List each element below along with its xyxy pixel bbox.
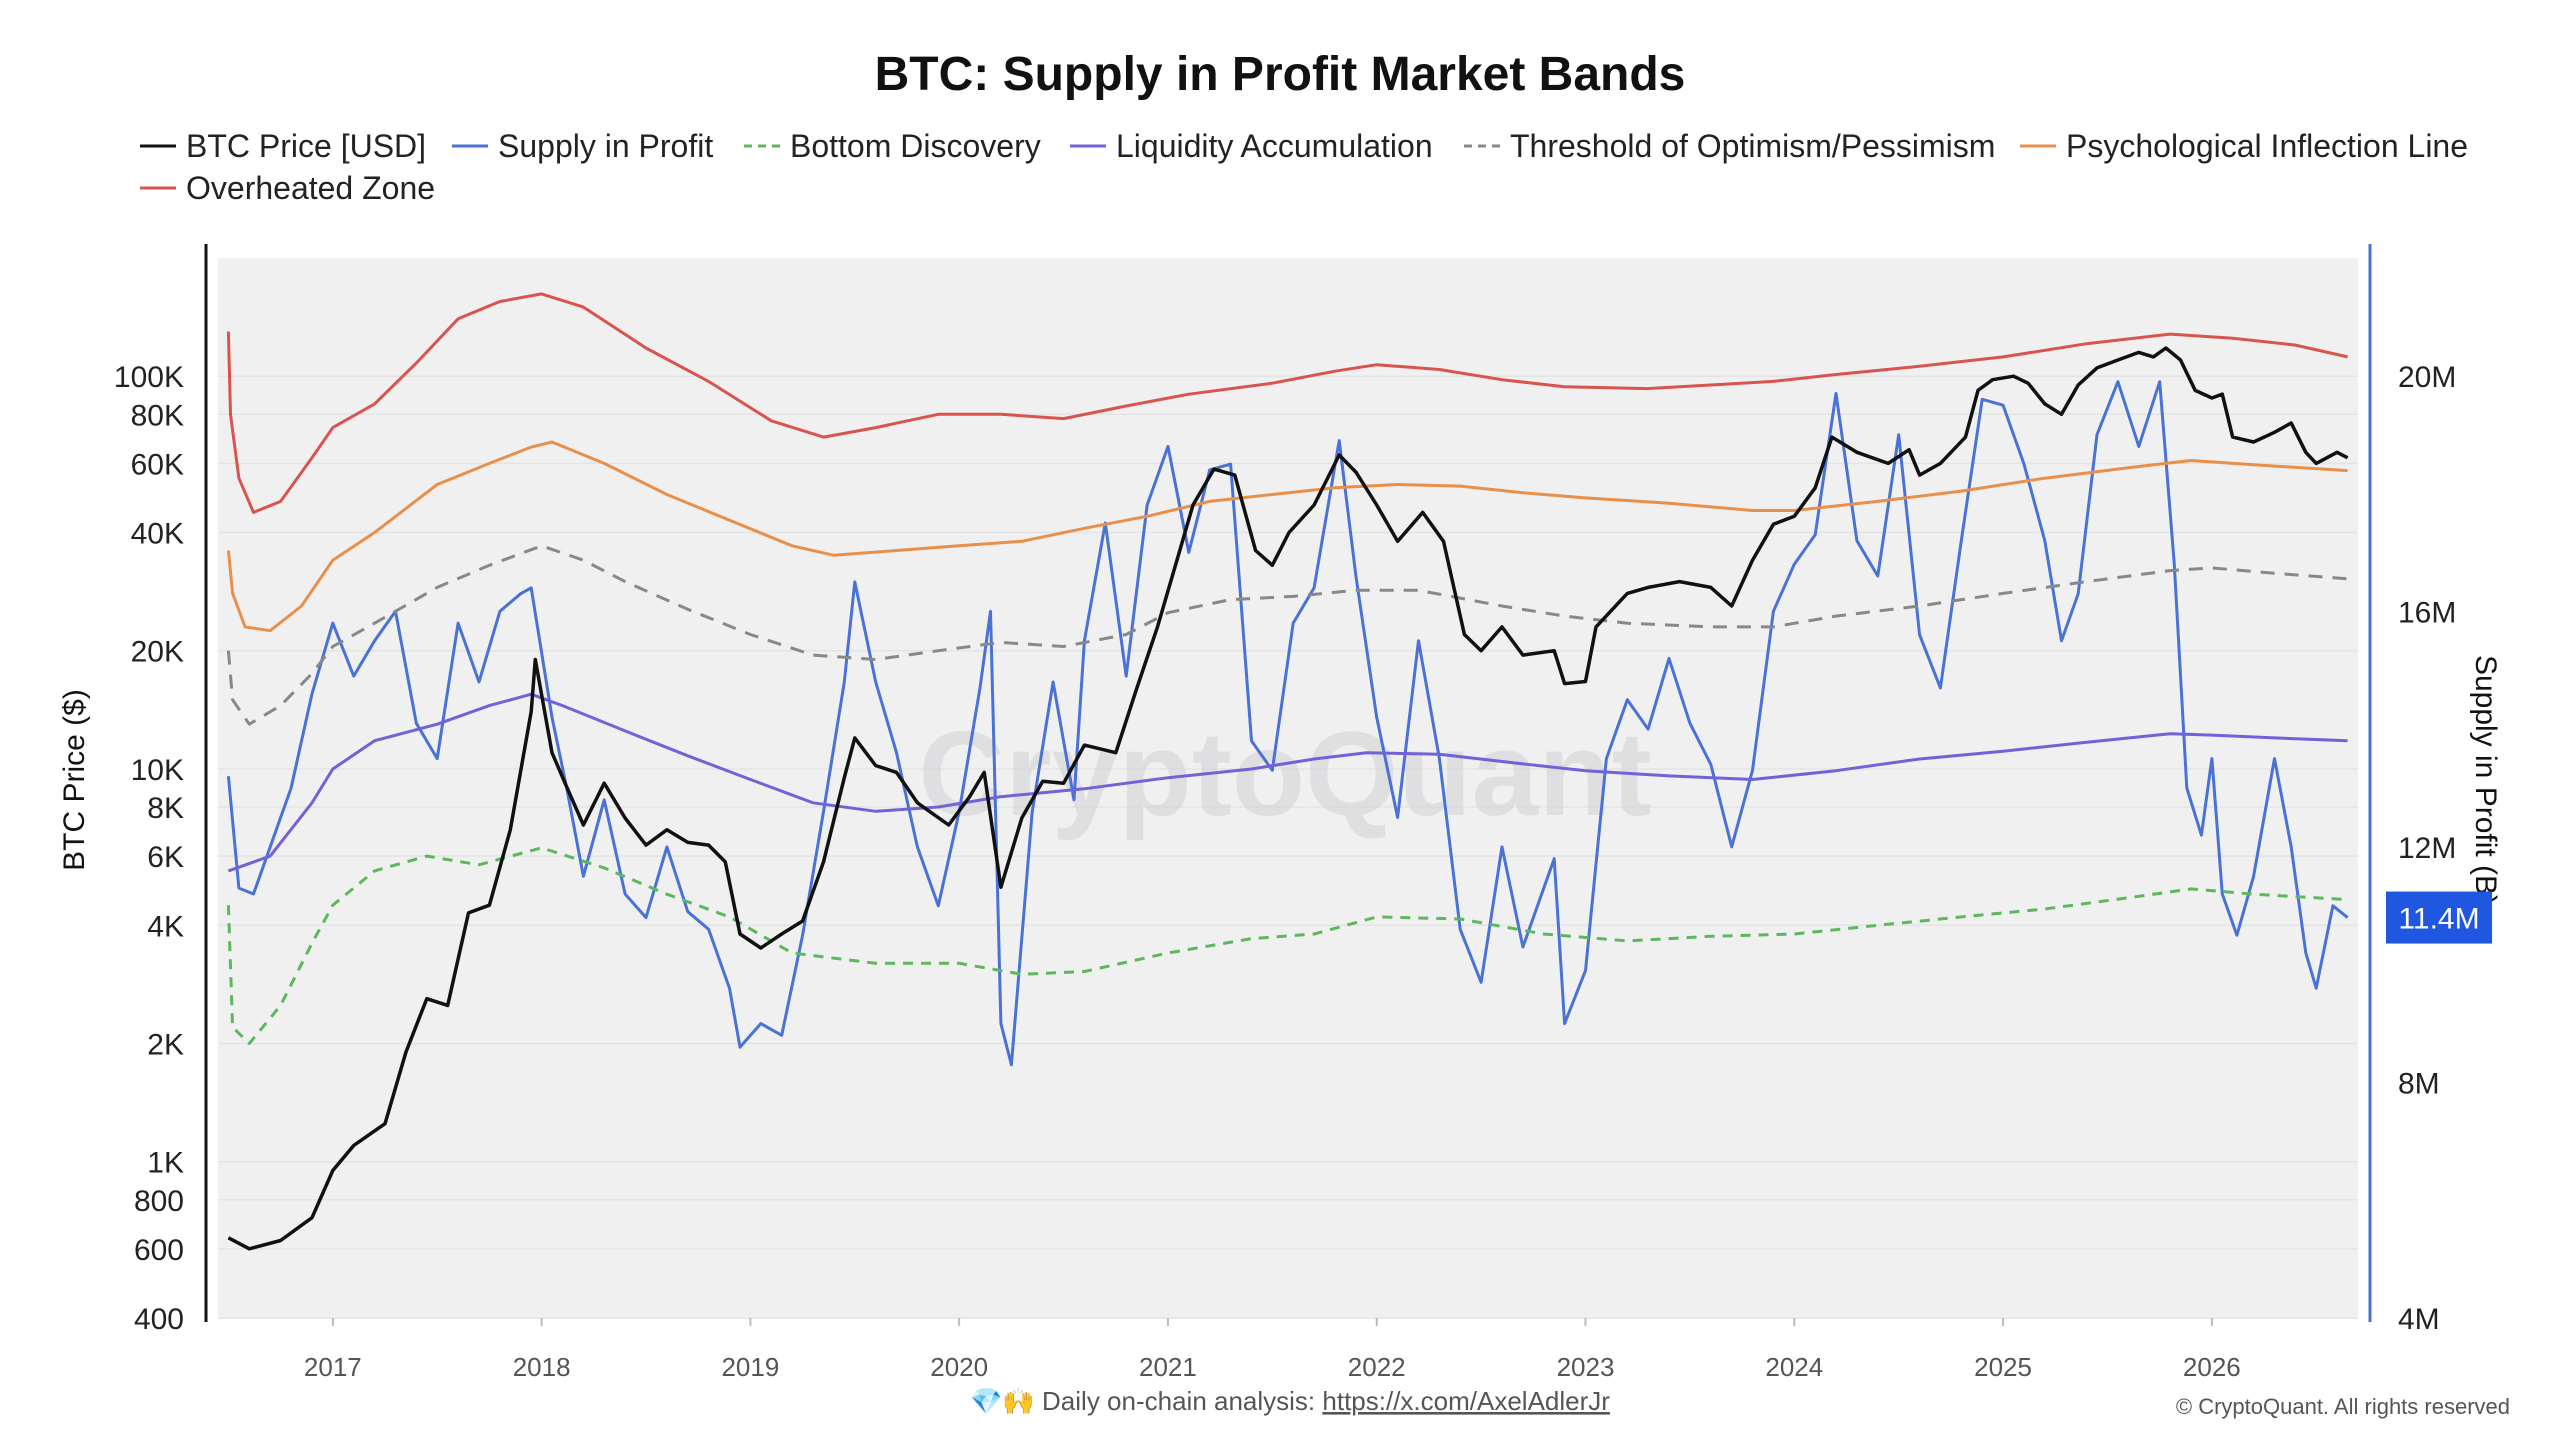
x-tick-label: 2021 [1139,1352,1197,1382]
legend-item-label: Psychological Inflection Line [2066,128,2468,164]
y-left-tick-label: 60K [131,448,184,481]
series-line-overheated-zone [226,292,2348,514]
legend-item-label: Supply in Profit [498,128,713,164]
y-left-tick-label: 40K [131,518,184,551]
y-right-tick-label: 12M [2398,832,2456,865]
plot-area [218,258,2358,1318]
y-left-tick-label: 600 [134,1234,184,1267]
legend-item-label: Liquidity Accumulation [1116,128,1433,164]
series-line-btc-price-usd [227,346,2349,1251]
y-left-tick-label: 2K [147,1028,184,1061]
series-line-bottom-discovery [226,846,2348,1045]
y-left-tick-label: 80K [131,399,184,432]
y-right-tick-label: 4M [2398,1303,2440,1336]
gridlines [218,375,2358,1319]
series-line-liquidity-accumulation [227,692,2348,873]
current-value-badge: 11.4M [2386,891,2492,944]
y-left-tick-label: 800 [134,1185,184,1218]
y-right-ticks: 4M 8M 12M 16M 20M [2398,361,2456,1336]
legend-item-label: Bottom Discovery [790,128,1041,164]
chart-title: BTC: Supply in Profit Market Bands [875,48,1686,101]
y-left-ticks: 400 600 800 1K 2K 4K 6K 8K 10K 20K 40K 60K 80K 100K [114,361,184,1336]
legend: BTC Price [USD] Supply in Profit Bottom Di… [140,128,2468,206]
y-left-tick-label: 400 [134,1303,184,1336]
y-right-tick-label: 16M [2398,596,2456,629]
x-tick-label: 2022 [1348,1352,1406,1382]
y-left-tick-label: 8K [147,792,184,825]
y-left-tick-label: 20K [131,636,184,669]
series-layer [226,292,2349,1251]
y-left-tick-label: 100K [114,361,184,394]
series-line-psychological-inflection-line [226,440,2348,633]
y-left-tick-label: 10K [131,754,184,787]
copyright: © CryptoQuant. All rights reserved [2176,1394,2510,1419]
legend-item-label: Overheated Zone [186,170,435,206]
x-tick-label: 2025 [1974,1352,2032,1382]
current-value-badge-bg [2386,891,2492,944]
footer-note: 💎🙌 Daily on-chain analysis: https://x.co… [970,1386,1610,1416]
footer-prefix: 💎🙌 Daily on-chain analysis: [970,1386,1322,1416]
y-left-tick-label: 6K [147,841,184,874]
x-tick-label: 2023 [1557,1352,1615,1382]
legend-item-label: Threshold of Optimism/Pessimism [1510,128,1995,164]
x-tick-label: 2017 [304,1352,362,1382]
y-left-tick-label: 1K [147,1147,184,1180]
current-value-label: 11.4M [2398,903,2479,936]
y-right-tick-label: 20M [2398,361,2456,394]
legend-item-label: BTC Price [USD] [186,128,426,164]
y-axis-right-title: Supply in Profit (B) [2469,655,2502,905]
x-tick-label: 2019 [721,1352,779,1382]
y-right-tick-label: 8M [2398,1067,2440,1100]
y-left-tick-label: 4K [147,910,184,943]
x-tick-label: 2018 [513,1352,571,1382]
series-line-supply-in-profit [226,380,2349,1067]
watermark: CryptoQuant [918,707,1651,841]
x-ticks: 2017 2018 2019 2020 2021 2022 2023 2024 2025 2026 [304,1318,2241,1382]
x-tick-label: 2026 [2183,1352,2241,1382]
x-tick-label: 2020 [930,1352,988,1382]
x-tick-label: 2024 [1765,1352,1823,1382]
footer-link[interactable]: https://x.com/AxelAdlerJr [1322,1386,1610,1416]
series-line-threshold-of-optimism-pessimism [226,544,2348,726]
y-axis-left-title: BTC Price ($) [58,689,91,871]
